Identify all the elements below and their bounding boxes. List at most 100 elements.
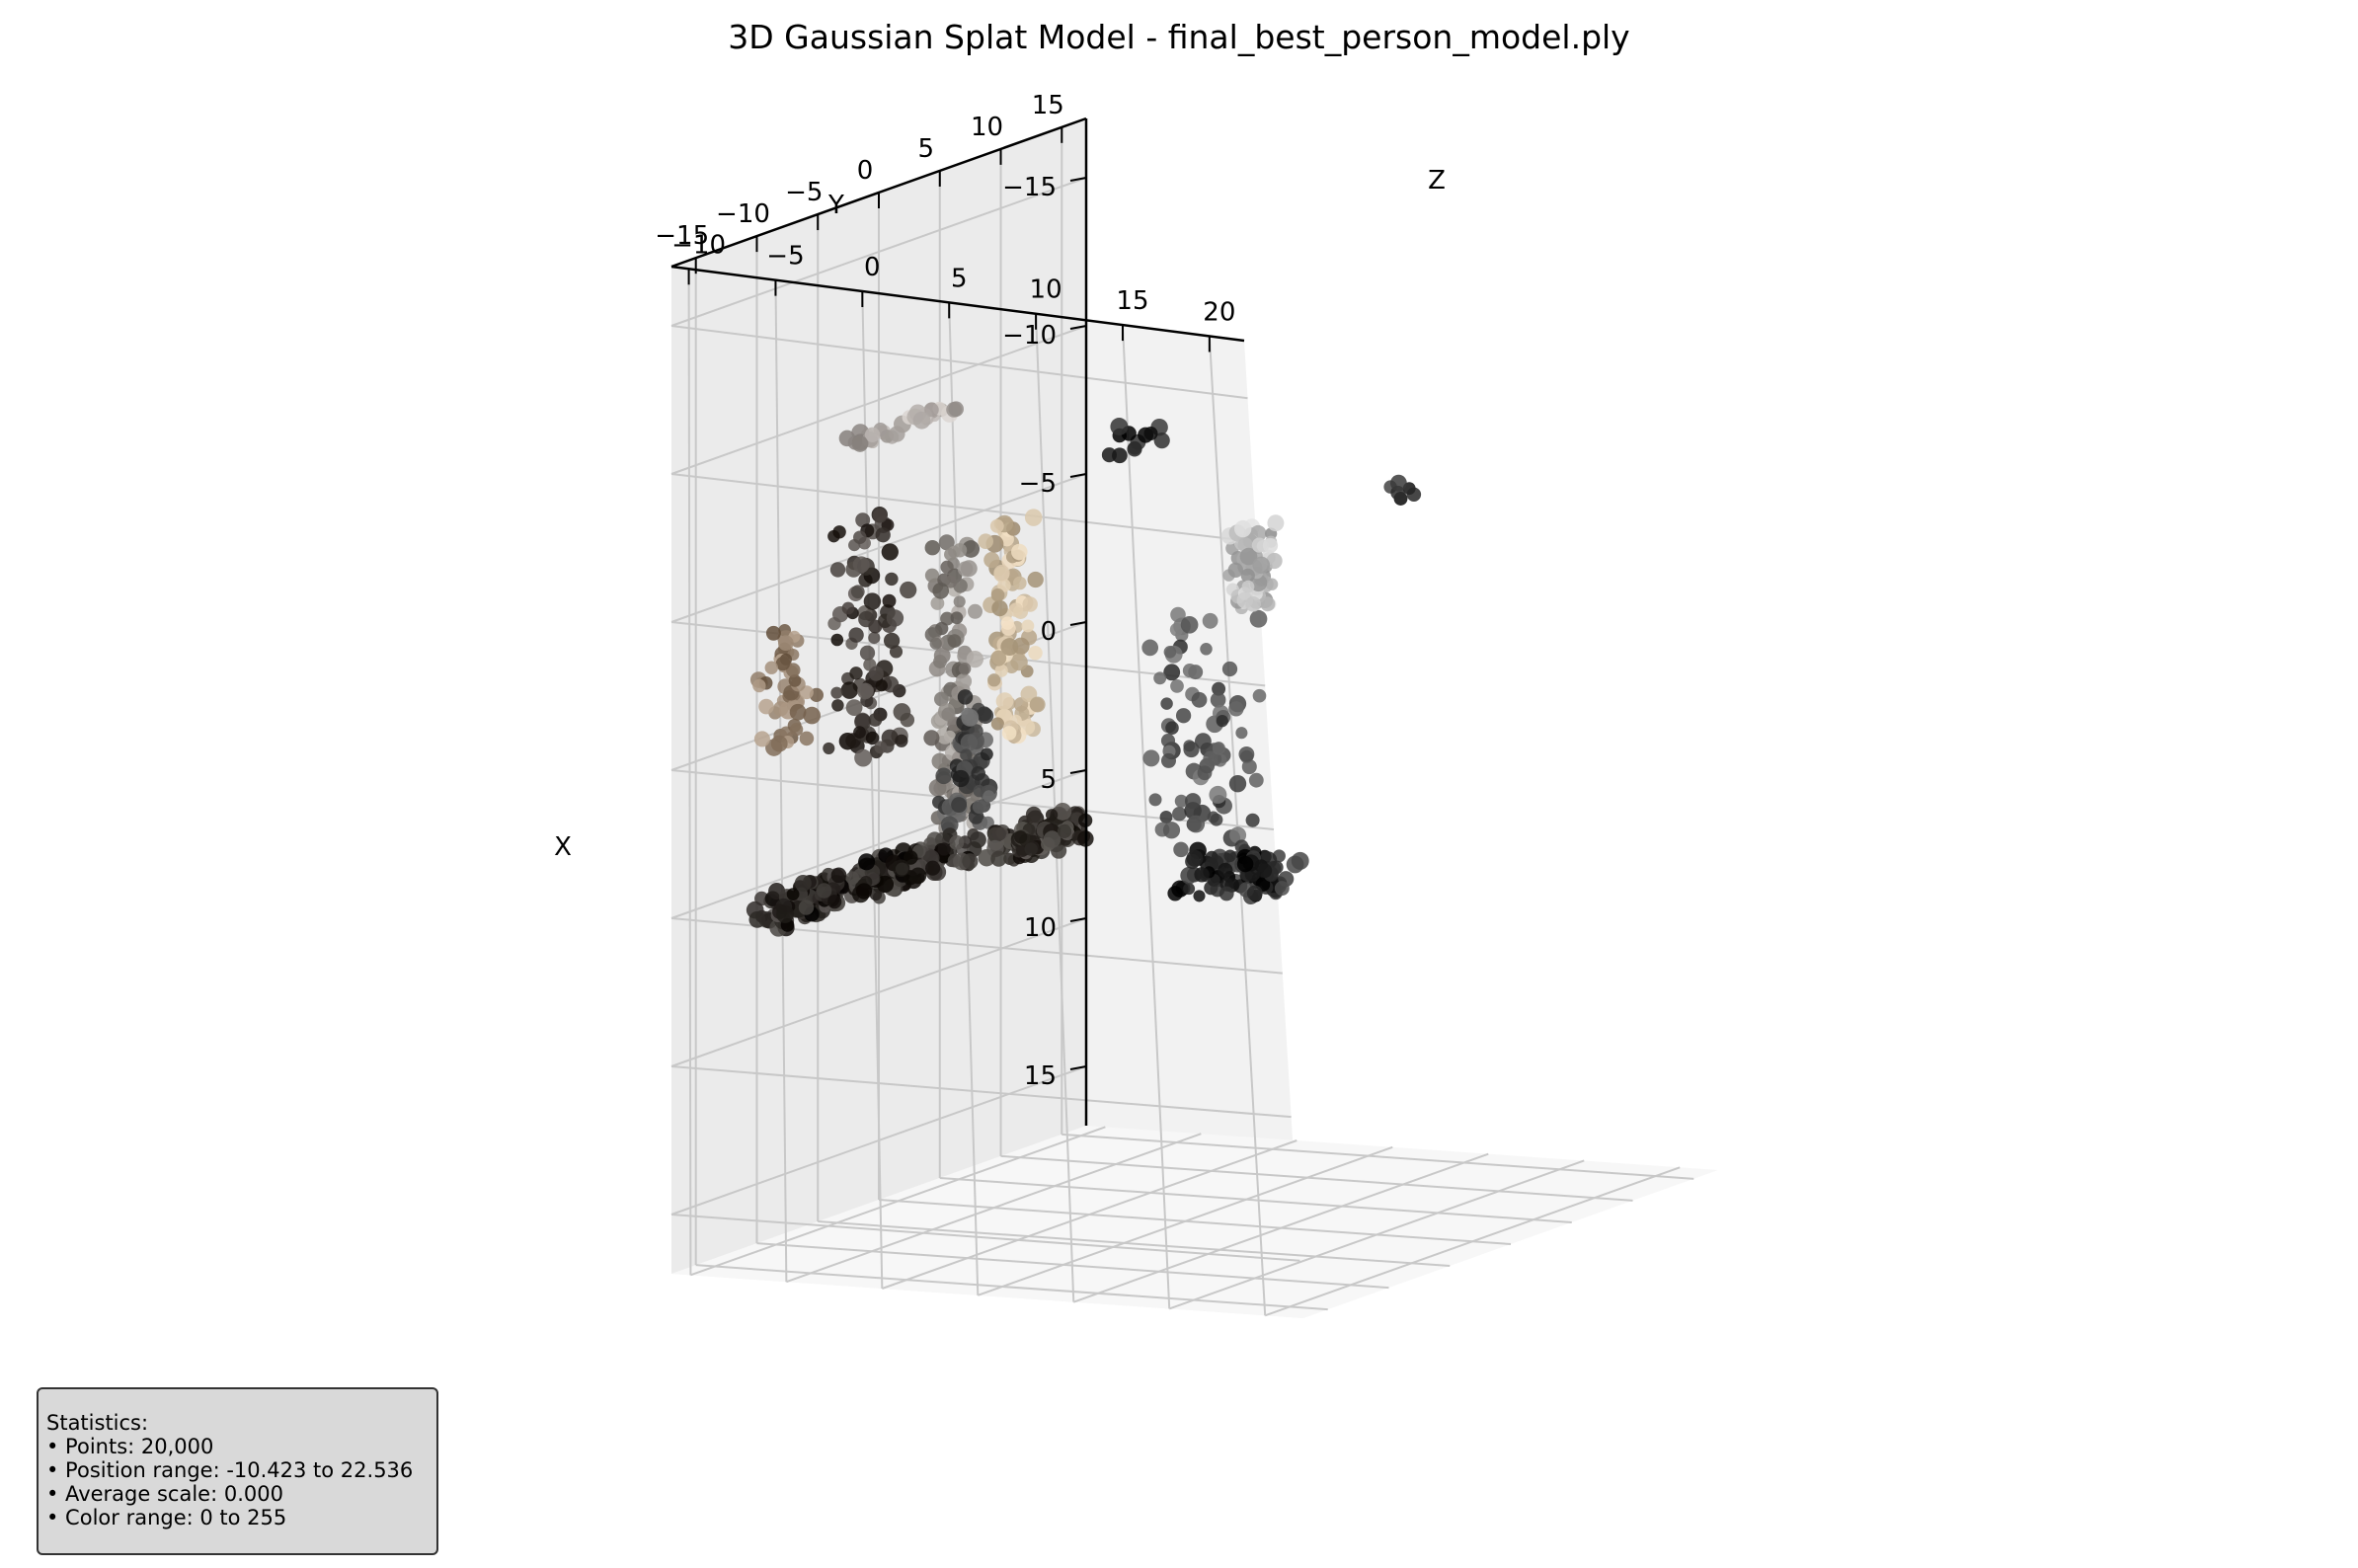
data-point [1249, 609, 1268, 628]
x-tick-label: 10 [1024, 913, 1057, 943]
data-point [909, 867, 927, 885]
data-point [935, 767, 953, 785]
data-point [924, 568, 940, 583]
data-point [1194, 733, 1212, 750]
data-point [950, 611, 964, 625]
data-point [1228, 775, 1247, 793]
grid-back-z [687, 269, 692, 1276]
x-tick-label: −10 [1002, 321, 1057, 351]
data-point [1142, 749, 1160, 767]
data-point [868, 631, 881, 645]
data-point [765, 625, 781, 641]
data-point [845, 871, 860, 886]
data-point [1262, 537, 1279, 554]
data-point [989, 518, 1004, 533]
data-point [1057, 823, 1072, 839]
data-point [962, 540, 981, 558]
grid-floor-y [695, 1264, 1328, 1311]
data-point [889, 426, 905, 442]
data-point [858, 610, 875, 628]
data-point [997, 579, 1011, 592]
data-point [1252, 556, 1271, 575]
data-point [848, 627, 864, 643]
data-point [1212, 681, 1226, 696]
grid-floor-z [977, 1145, 1393, 1296]
data-point [944, 548, 957, 561]
y-tick-label: 5 [917, 134, 934, 164]
data-point [777, 635, 794, 652]
data-point [1028, 645, 1043, 661]
data-point [944, 575, 958, 588]
data-point [1187, 815, 1206, 833]
data-point [948, 401, 964, 417]
grid-back-x [670, 325, 1248, 400]
data-point [770, 735, 788, 752]
data-point [1223, 849, 1236, 863]
y-tick-label: −10 [716, 199, 770, 229]
data-point [1245, 813, 1260, 827]
grid-floor-z [1168, 1159, 1585, 1310]
data-point [895, 734, 908, 747]
x-tick-mark [1069, 325, 1087, 330]
data-point [1172, 806, 1187, 822]
data-point [1193, 890, 1206, 902]
data-point [865, 731, 880, 745]
data-point [932, 582, 950, 599]
data-point [1202, 612, 1218, 629]
data-point [845, 699, 863, 716]
data-point [1128, 440, 1142, 455]
data-point [962, 853, 979, 870]
data-point [840, 681, 859, 699]
data-point [1000, 638, 1019, 657]
data-point [1010, 653, 1028, 671]
data-point [1162, 822, 1181, 839]
data-point [990, 588, 1005, 602]
z-tick-label: −5 [766, 242, 804, 272]
data-point [960, 748, 973, 761]
grid-floor-z [786, 1133, 1202, 1284]
data-point [982, 816, 994, 829]
data-point [776, 904, 795, 923]
y-tick-label: −15 [655, 221, 709, 251]
data-point [987, 673, 1001, 687]
data-point [993, 564, 1010, 582]
data-point [853, 726, 866, 739]
data-point [947, 634, 962, 648]
data-point [1169, 622, 1184, 637]
data-point [1025, 806, 1042, 823]
data-point [924, 402, 939, 418]
data-point [949, 834, 965, 850]
z-axis-label: Z [1428, 166, 1446, 196]
data-point [885, 572, 899, 587]
grid-floor-z [881, 1139, 1297, 1290]
data-point [960, 560, 978, 578]
data-point [940, 560, 954, 574]
grid-floor-y [939, 1176, 1572, 1223]
data-point [853, 530, 867, 544]
data-point [881, 543, 899, 561]
data-point [1027, 571, 1044, 588]
data-point [1173, 841, 1189, 858]
data-point [1160, 697, 1173, 710]
data-point [968, 603, 982, 619]
data-point [991, 826, 1006, 841]
data-point [864, 427, 881, 442]
data-point [1184, 793, 1202, 810]
data-point [940, 611, 955, 626]
data-point [886, 609, 904, 627]
data-point [980, 747, 993, 761]
data-point [1203, 750, 1218, 766]
data-point [1054, 802, 1072, 821]
data-point [1029, 696, 1046, 713]
data-point [1180, 615, 1199, 634]
data-point [786, 888, 800, 901]
data-point [1021, 619, 1035, 633]
x-tick-label: 15 [1024, 1061, 1057, 1091]
data-point [850, 585, 865, 599]
data-point [900, 581, 917, 599]
data-point [856, 682, 874, 700]
data-point [978, 533, 993, 549]
data-point [852, 556, 870, 574]
data-point [753, 731, 770, 747]
